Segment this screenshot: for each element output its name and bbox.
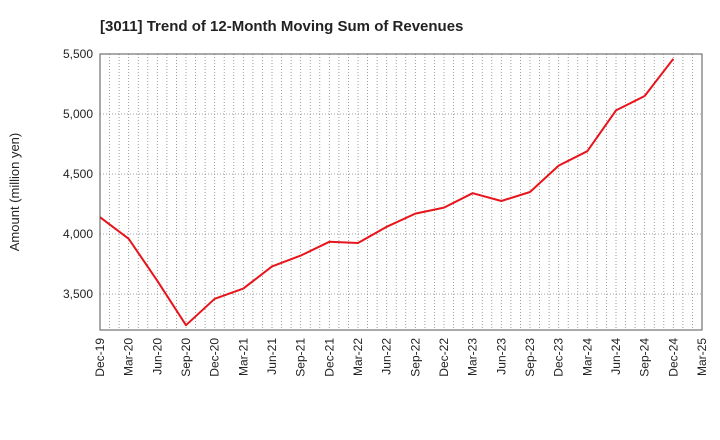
x-tick-label: Dec-19 [93, 338, 107, 377]
x-tick-label: Sep-21 [294, 338, 308, 377]
series-group [99, 58, 675, 327]
x-tick-label: Dec-21 [322, 338, 336, 377]
chart-title: [3011] Trend of 12-Month Moving Sum of R… [100, 18, 463, 35]
x-tick-label: Mar-23 [466, 338, 480, 376]
x-tick-label: Sep-24 [638, 338, 652, 377]
x-tick-label: Sep-20 [179, 338, 193, 377]
y-axis-label: Amount (million yen) [7, 133, 22, 252]
x-tick-label: Sep-23 [523, 338, 537, 377]
x-tick-label: Dec-23 [552, 338, 566, 377]
x-tick-label: Jun-22 [380, 338, 394, 375]
x-tick-label: Jun-21 [265, 338, 279, 375]
x-tick-label: Mar-20 [122, 338, 136, 376]
x-tick-label: Jun-24 [609, 338, 623, 375]
y-tick-label: 5,500 [63, 47, 93, 61]
y-tick-label: 3,500 [63, 287, 93, 301]
y-tick-label: 4,500 [63, 167, 93, 181]
y-tick-label: 5,000 [63, 107, 93, 121]
x-tick-label: Jun-23 [494, 338, 508, 375]
x-tick-label: Mar-22 [351, 338, 365, 376]
x-tick-label: Dec-22 [437, 338, 451, 377]
x-tick-label: Mar-25 [695, 338, 709, 376]
plot-frame [99, 53, 703, 331]
grid-lines [100, 53, 702, 330]
x-tick-label: Dec-24 [666, 338, 680, 377]
series-line [99, 58, 675, 327]
x-tick-label: Mar-21 [236, 338, 250, 376]
x-tick-label: Mar-24 [580, 338, 594, 376]
x-tick-label: Sep-22 [408, 338, 422, 377]
x-tick-label: Dec-20 [208, 338, 222, 377]
x-axis-ticks: Dec-19 Mar-20 Jun-20 Sep-20 Dec-20 Mar-21 Jun-… [93, 338, 709, 377]
x-tick-label: Jun-20 [150, 338, 164, 375]
y-axis-ticks: 3,500 4,000 4,500 5,000 5,500 [63, 47, 93, 301]
y-tick-label: 4,000 [63, 227, 93, 241]
